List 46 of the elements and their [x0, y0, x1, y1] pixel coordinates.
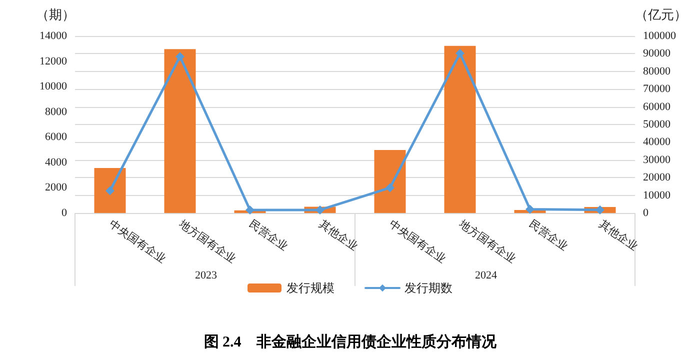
- y2-tick-label: 30000: [643, 154, 671, 166]
- y2-tick-label: 40000: [643, 136, 671, 148]
- x-tick-label: 民营企业: [526, 217, 570, 254]
- y2-tick-label: 100000: [643, 30, 676, 42]
- y-axis-title: （期）: [36, 8, 75, 23]
- x-tick-label: 中央国有企业: [386, 217, 448, 266]
- point: [526, 204, 534, 214]
- x-tick-label: 中央国有企业: [106, 217, 168, 266]
- y-tick-label: 12000: [40, 55, 68, 68]
- bar: [164, 49, 196, 213]
- y2-tick-label: 20000: [643, 172, 671, 184]
- y-tick-label: 8000: [45, 106, 68, 118]
- y-tick-label: 0: [62, 207, 68, 219]
- y-tick-label: 6000: [45, 131, 68, 144]
- y2-tick-label: 80000: [643, 65, 671, 78]
- bar: [374, 150, 406, 213]
- text: 2024: [475, 270, 498, 282]
- x-tick-label: 其他企业: [596, 217, 640, 254]
- point: [106, 186, 114, 196]
- y-tick-label: 2000: [45, 182, 68, 194]
- legend-label: 发行期数: [404, 281, 452, 295]
- point: [456, 48, 464, 58]
- point: [176, 52, 184, 62]
- y2-tick-label: 70000: [643, 83, 671, 96]
- y2-tick-label: 60000: [643, 100, 671, 113]
- legend-label: 发行规模: [286, 281, 334, 295]
- point: [246, 205, 254, 214]
- y-tick-label: 14000: [40, 30, 68, 42]
- y2-tick-label: 10000: [643, 189, 671, 202]
- text: 图 2.4 非金融企业信用债企业性质分布情况: [204, 334, 498, 350]
- x-tick-label: 民营企业: [246, 217, 290, 254]
- point: [316, 205, 324, 214]
- point: [596, 205, 604, 214]
- x-tick-label: 其他企业: [316, 217, 360, 254]
- point: [386, 183, 394, 192]
- y2-tick-label: 90000: [643, 48, 671, 60]
- text: 2023: [195, 270, 218, 282]
- y2-axis-title: （亿元）: [635, 8, 687, 23]
- bar: [94, 168, 126, 213]
- x-tick-label: 地方国有企业: [456, 216, 518, 266]
- bar: [444, 46, 476, 213]
- y-tick-label: 10000: [40, 80, 68, 93]
- y2-tick-label: 50000: [643, 118, 671, 130]
- y-tick-label: 4000: [45, 156, 68, 168]
- x-tick-label: 地方国有企业: [176, 216, 238, 266]
- y2-tick-label: 0: [643, 207, 649, 219]
